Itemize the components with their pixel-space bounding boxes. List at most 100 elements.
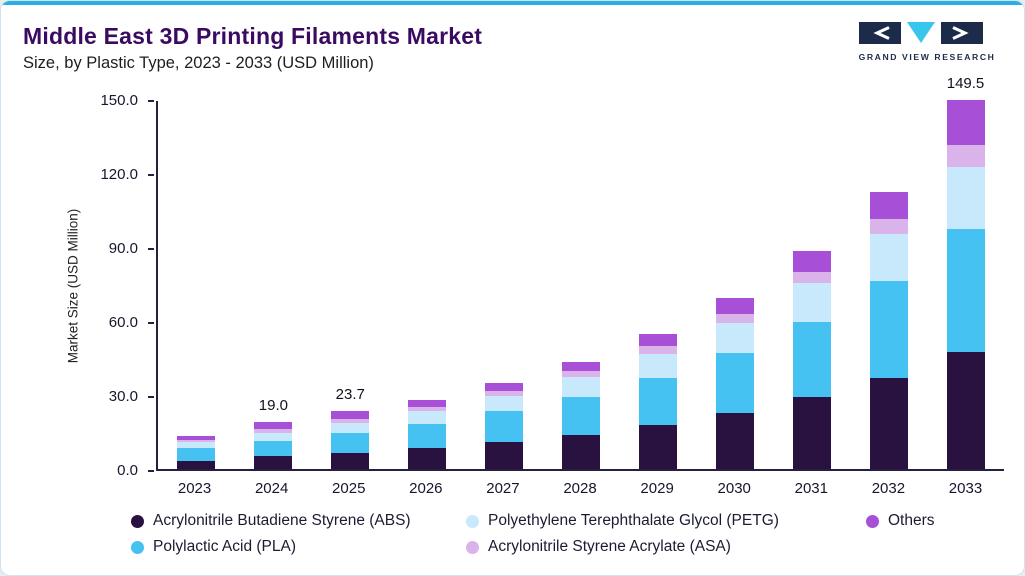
bar-segment [946,100,985,145]
x-tick-label: 2026 [409,480,443,497]
bar-segment [638,334,677,347]
gvr-logo-icon [859,22,983,44]
bar-segment [715,413,754,469]
bar-stack [946,100,985,469]
x-tick-label: 2024 [254,480,289,497]
bar-data-label: 149.5 [946,75,985,93]
bar-stack [638,334,677,469]
bar-stack [869,192,908,469]
legend-label: Others [888,512,935,529]
x-axis-labels: 2023 2024 2025 2026 2027 2028 2029 2030 2031 2032… [156,480,1004,497]
bar-segment [561,396,600,435]
legend-label: Polyethylene Terephthalate Glycol (PETG) [488,512,779,529]
bar-stack [254,422,293,469]
legend-label: Polylactic Acid (PLA) [153,538,296,555]
y-tick-label: 0.0 [117,462,138,479]
bar-slot: 19.0 [235,101,312,469]
legend-dot-icon [131,540,144,554]
legend-item: Polylactic Acid (PLA) [131,538,466,556]
y-tick-label: 60.0 [108,314,138,331]
bar-segment [485,396,524,412]
bar-segment [408,447,447,469]
legend-dot-icon [466,540,479,554]
bar-stack [792,250,831,469]
bar-segment [485,441,524,469]
bar-segment [177,440,216,443]
y-tick-label: 150.0 [100,92,138,109]
bar-slot: 23.7 [312,101,389,469]
top-accent-bar [1,1,1024,5]
legend-dot-icon [131,514,144,528]
bar-segment [638,377,677,426]
bar-stack [331,410,370,469]
bar-segment [254,440,293,457]
bar-segment [869,219,908,235]
legend-item: Polyethylene Terephthalate Glycol (PETG) [466,512,866,530]
brand-logo: GRAND VIEW RESEARCH [852,21,1002,62]
bar-segment [792,321,831,398]
y-tick-label: 30.0 [108,388,138,405]
bar-segment [869,281,908,378]
bar-segment [331,423,370,434]
x-tick-label: 2025 [332,480,366,497]
bar-segment [254,456,293,469]
bar-data-label: 23.7 [335,385,365,403]
x-tick-label: 2031 [794,480,828,497]
bar-segment [331,452,370,469]
y-tick-mark [148,470,154,472]
bar-slot [773,101,850,469]
bar-segment [561,361,600,372]
y-tick-label: 90.0 [108,240,138,257]
bar-segment [561,377,600,397]
bar-segment [331,418,370,424]
plot-area: 19.0 23.7 149.5 [156,75,1004,471]
x-tick-label: 2033 [948,480,983,497]
bar-stack [485,383,524,469]
y-tick-mark [148,174,154,176]
bar-stack [177,436,216,469]
bar-segment [408,399,447,407]
bar-segment [254,422,293,430]
bar-segment [331,433,370,453]
bar-segment [715,297,754,314]
bar-segment [946,166,985,229]
brand-name: GRAND VIEW RESEARCH [858,52,996,62]
bar-stack [408,399,447,469]
legend-item: Acrylonitrile Butadiene Styrene (ABS) [131,512,466,530]
bar-slot [389,101,466,469]
bar-segment [792,271,831,284]
y-tick-mark [148,248,154,250]
bar-segment [869,234,908,282]
bar-slot [158,101,235,469]
bar-slot [466,101,543,469]
x-tick-label: 2029 [640,480,674,497]
x-tick-label: 2032 [871,480,906,497]
y-tick-mark [148,100,154,102]
legend-label: Acrylonitrile Styrene Acrylate (ASA) [488,538,731,555]
bar-segment [561,434,600,469]
page-title: Middle East 3D Printing Filaments Market [23,23,483,49]
y-tick-label: 120.0 [100,166,138,183]
bar-segment [715,322,754,354]
x-tick-label: 2023 [177,480,212,497]
bar-stack [715,297,754,469]
bar-segment [792,397,831,469]
bar-segment [638,354,677,378]
bar-segment [715,313,754,323]
bar-segment [254,429,293,433]
bar-segment [715,353,754,414]
bar-segment [485,383,524,391]
bar-segment [792,250,831,272]
bar-segment [869,377,908,469]
bar-segment [408,423,447,448]
bar-data-label: 19.0 [258,397,288,415]
bar-slot [850,101,927,469]
bar-segment [177,460,216,469]
legend-label: Acrylonitrile Butadiene Styrene (ABS) [153,512,411,529]
bar-segment [254,432,293,441]
y-axis: 0.0 30.0 60.0 90.0 120.0 150.0 [1,92,154,479]
y-tick-mark [148,396,154,398]
bar-stack [561,361,600,469]
bar-slot: 149.5 [927,75,1004,469]
